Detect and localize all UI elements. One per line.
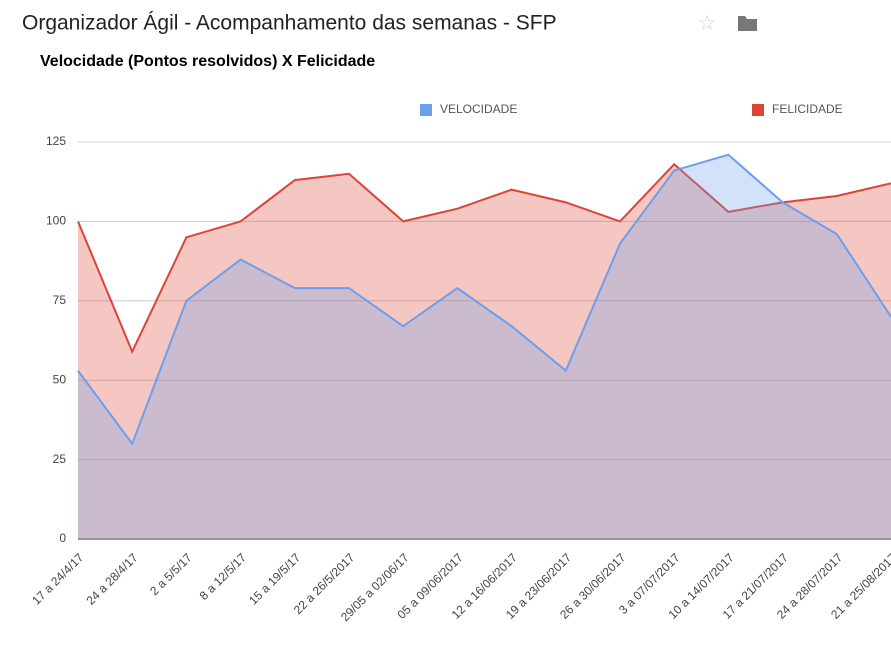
y-tick-label: 125	[46, 134, 66, 148]
legend-label: FELICIDADE	[772, 102, 843, 116]
x-tick-label: 2 a 5/5/17	[147, 550, 195, 598]
chart-title: Velocidade (Pontos resolvidos) X Felicid…	[40, 53, 375, 70]
line	[77, 153, 891, 446]
star-icon[interactable]: ☆	[698, 12, 716, 34]
y-tick-label: 25	[53, 452, 67, 466]
x-tick-label: 24 a 28/4/17	[83, 550, 140, 607]
x-tick-label: 15 a 19/5/17	[246, 550, 303, 607]
area	[78, 164, 891, 539]
folder-icon[interactable]	[738, 16, 757, 31]
legend-swatch	[420, 104, 432, 116]
y-tick-label: 100	[46, 214, 66, 228]
legend-label: VELOCIDADE	[440, 102, 517, 116]
page-title: Organizador Ágil - Acompanhamento das se…	[22, 12, 557, 35]
legend-swatch	[752, 104, 764, 116]
x-tick-label: 17 a 24/4/17	[29, 550, 86, 607]
x-tick-label: 8 a 12/5/17	[197, 550, 250, 603]
line	[77, 162, 891, 355]
y-tick-label: 0	[59, 531, 66, 545]
y-tick-label: 50	[53, 372, 67, 386]
area	[78, 154, 891, 540]
y-tick-label: 75	[53, 293, 67, 307]
